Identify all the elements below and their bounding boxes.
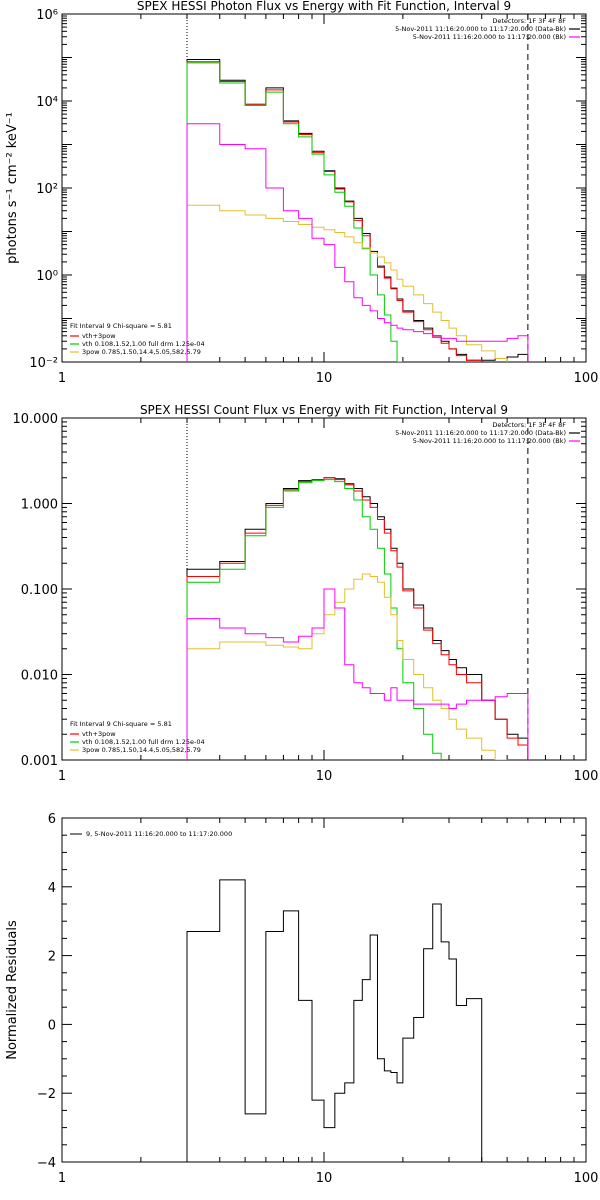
- y-tick-label: 0.001: [21, 754, 58, 769]
- series-group: [186, 879, 483, 1162]
- y-tick-label: 6: [48, 812, 56, 827]
- x-tick-label: 10: [316, 1171, 333, 1186]
- header-legend-text: 5-Nov-2011 11:16:20.000 to 11:17:20.000 …: [413, 437, 566, 445]
- fit-legend-text: vth 0.108,1.52,1.00 full drm 1.25e-04: [82, 340, 205, 348]
- header-legend-text: 5-Nov-2011 11:16:20.000 to 11:17:20.000 …: [395, 429, 566, 437]
- series-group: [186, 477, 529, 760]
- series-group: [186, 58, 529, 362]
- series-bk: [186, 588, 529, 760]
- y-tick-label: 10⁶: [36, 8, 58, 23]
- x-tick-label: 1: [58, 769, 66, 784]
- y-tick-label: −2: [37, 1087, 56, 1102]
- fit-legend-title: Fit Interval 9 Chi-square = 5.81: [70, 720, 172, 728]
- fit-legend-text: vth+3pow: [82, 332, 116, 340]
- x-tick-label: 100: [574, 769, 599, 784]
- series-3pow: [186, 573, 508, 760]
- y-axis-label: Normalized Residuals: [5, 920, 20, 1060]
- y-tick-label: −4: [37, 1156, 56, 1171]
- header-legend-text: Detectors: 1F 3F 4F 8F: [492, 17, 566, 25]
- fit-legend-text: vth 0.108,1.52,1.00 full drm 1.25e-04: [82, 738, 205, 746]
- y-tick-label: 2: [48, 950, 56, 965]
- y-tick-label: 10⁰: [36, 269, 58, 284]
- y-axis-label: photons s⁻¹ cm⁻² keV⁻¹: [5, 112, 20, 264]
- panel-2: SPEX HESSI Count Flux vs Energy with Fit…: [13, 403, 599, 784]
- panel-3: 1 10 100 −4 −2 0 2 4 6 Normalized Residuals 9, 5-N…: [5, 812, 598, 1186]
- series-data-bk: [186, 477, 529, 760]
- fit-legend-text: 3pow 0.785,1.50,14.4,5.05,582,5.79: [82, 746, 201, 754]
- x-tick-label: 100: [574, 1171, 599, 1186]
- y-tick-label: 10²: [36, 182, 58, 197]
- series-data-bk: [186, 58, 529, 362]
- series-3pow: [186, 204, 508, 362]
- y-tick-label: 10⁻²: [29, 356, 58, 371]
- series-vth-3pow: [186, 61, 483, 362]
- x-tick-label: 10: [316, 371, 333, 386]
- series-vth-3pow: [186, 477, 529, 760]
- y-tick-label: 0: [48, 1018, 56, 1033]
- header-legend-text: Detectors: 1F 3F 4F 8F: [492, 421, 566, 429]
- y-tick-label: 10.000: [13, 412, 59, 427]
- header-legend-text: 5-Nov-2011 11:16:20.000 to 11:17:20.000 …: [395, 25, 566, 33]
- series-bk: [186, 123, 529, 362]
- fit-legend-text: vth+3pow: [82, 730, 116, 738]
- header-legend-text: 5-Nov-2011 11:16:20.000 to 11:17:20.000 …: [413, 33, 566, 41]
- x-tick-label: 1: [58, 371, 66, 386]
- y-tick-label: 0.100: [21, 583, 58, 598]
- fit-legend-title: Fit Interval 9 Chi-square = 5.81: [70, 322, 172, 330]
- residual-legend-text: 9, 5-Nov-2011 11:16:20.000 to 11:17:20.0…: [86, 830, 232, 838]
- fit-legend-text: 3pow 0.785,1.50,14.4,5.05,582,5.79: [82, 348, 201, 356]
- chart-title: SPEX HESSI Photon Flux vs Energy with Fi…: [137, 0, 511, 13]
- y-tick-label: 1.000: [21, 498, 58, 513]
- chart-title: SPEX HESSI Count Flux vs Energy with Fit…: [140, 403, 508, 417]
- series-residuals: [186, 879, 483, 1162]
- series-vth: [186, 62, 404, 362]
- y-tick-label: 0.010: [21, 669, 58, 684]
- plot-frame: [61, 13, 587, 363]
- y-tick-label: 10⁴: [36, 95, 58, 110]
- y-tick-label: 4: [48, 881, 56, 896]
- x-tick-label: 10: [316, 769, 333, 784]
- series-vth: [186, 479, 442, 760]
- x-tick-label: 1: [58, 1171, 66, 1186]
- panel-1: SPEX HESSI Photon Flux vs Energy with Fi…: [5, 0, 599, 386]
- x-tick-label: 100: [574, 371, 599, 386]
